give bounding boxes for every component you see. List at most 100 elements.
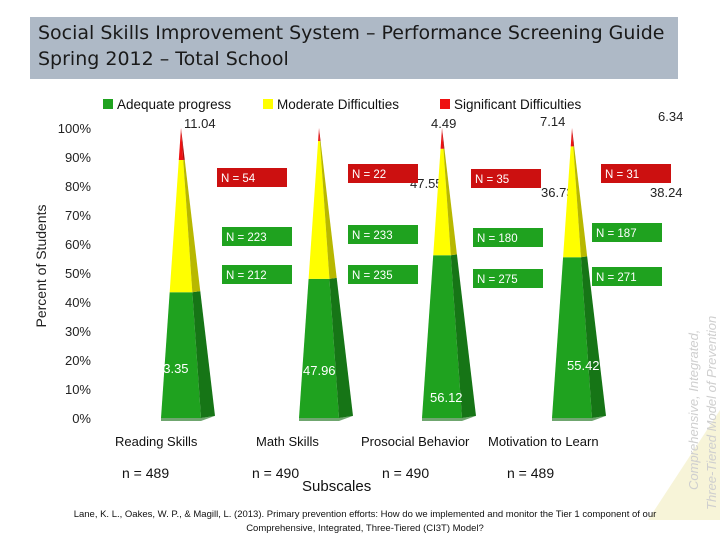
- bar-significant: [440, 128, 444, 149]
- n-label: N = 180: [477, 233, 518, 245]
- data-label: 6.34: [658, 109, 683, 124]
- pyramid-1: [299, 128, 353, 421]
- watermark: Comprehensive, Integrated, Three-Tiered …: [648, 180, 720, 520]
- bar-moderate: [433, 148, 451, 256]
- legend-swatch-adequate: [103, 99, 113, 109]
- n-label-box: [592, 223, 662, 242]
- y-tick-label: 50%: [65, 266, 91, 281]
- y-tick-label: 80%: [65, 179, 91, 194]
- data-label: 11.04: [184, 116, 216, 131]
- chart-title: Social Skills Improvement System – Perfo…: [38, 22, 665, 44]
- legend-label: Moderate Difficulties: [277, 97, 399, 112]
- bar-base: [422, 415, 476, 421]
- data-label: 56.12: [430, 390, 463, 405]
- n-label-box: [217, 168, 287, 187]
- y-tick-label: 20%: [65, 353, 91, 368]
- data-label: 47.55: [410, 176, 443, 191]
- bar-side-moderate: [573, 146, 588, 258]
- n-label: N = 235: [352, 270, 393, 282]
- bar-significant: [318, 128, 320, 142]
- citation-line-2: Comprehensive, Integrated, Three-Tiered …: [246, 523, 484, 534]
- n-label: N = 233: [352, 230, 393, 242]
- bar-side-adequate: [329, 277, 353, 418]
- pyramid-0: [161, 128, 215, 421]
- pyramid-3: [552, 128, 606, 421]
- x-tick-label: Motivation to Learn: [488, 434, 599, 449]
- bar-moderate: [308, 141, 330, 279]
- bar-adequate: [422, 255, 462, 418]
- data-label: 55.42: [567, 358, 600, 373]
- legend-swatch-significant: [440, 99, 450, 109]
- n-label-box: [471, 169, 541, 188]
- bar-side-significant: [181, 128, 185, 161]
- bar-moderate: [563, 146, 581, 258]
- citation: Lane, K. L., Oakes, W. P., & Magill, L. …: [20, 508, 710, 536]
- y-tick-label: 40%: [65, 295, 91, 310]
- n-label-box: [222, 265, 292, 284]
- n-label-box: [473, 228, 543, 247]
- n-label-box: [473, 269, 543, 288]
- x-tick-label: Reading Skills: [115, 434, 198, 449]
- n-label: N = 223: [226, 232, 267, 244]
- bar-side-significant: [319, 128, 321, 142]
- bar-side-adequate: [192, 291, 215, 418]
- n-label: N = 22: [352, 169, 386, 181]
- bar-side-significant: [442, 128, 445, 149]
- n-label: N = 271: [596, 272, 637, 284]
- x-axis-label: Subscales: [302, 478, 372, 495]
- watermark-text-2: Three-Tiered Model of Prevention: [704, 316, 719, 510]
- bar-adequate: [299, 278, 339, 418]
- bar-base: [299, 415, 353, 421]
- n-total-label: n = 490: [382, 465, 429, 481]
- x-tick-label: Prosocial Behavior: [361, 434, 470, 449]
- chart-subtitle: Spring 2012 – Total School: [38, 48, 289, 70]
- bar-significant: [178, 128, 184, 161]
- legend-label: Significant Difficulties: [454, 97, 582, 112]
- bar-adequate: [552, 257, 592, 418]
- bar-base: [552, 415, 606, 421]
- watermark-text-1: Comprehensive, Integrated,: [686, 330, 701, 490]
- n-label: N = 31: [605, 169, 639, 181]
- legend-swatch-moderate: [263, 99, 273, 109]
- bar-side-significant: [572, 128, 575, 147]
- bar-side-moderate: [319, 140, 337, 279]
- y-tick-label: 30%: [65, 324, 91, 339]
- bar-moderate: [169, 160, 193, 293]
- n-label-box: [601, 164, 671, 183]
- n-total-label: n = 490: [252, 465, 299, 481]
- bar-side-moderate: [443, 148, 457, 256]
- data-label: 4.49: [431, 116, 456, 131]
- n-label: N = 54: [221, 173, 256, 185]
- bar-base: [161, 415, 215, 421]
- y-tick-label: 70%: [65, 208, 91, 223]
- y-tick-label: 90%: [65, 150, 91, 165]
- n-label-box: [222, 227, 292, 246]
- data-label: 38.24: [650, 185, 683, 200]
- n-total-label: n = 489: [122, 465, 169, 481]
- data-label: 36.73: [541, 185, 574, 200]
- citation-line-1: Lane, K. L., Oakes, W. P., & Magill, L. …: [73, 509, 657, 520]
- data-label: 43.35: [156, 361, 189, 376]
- n-label-box: [592, 267, 662, 286]
- bar-side-moderate: [183, 159, 201, 293]
- title-box: Social Skills Improvement System – Perfo…: [30, 17, 678, 79]
- y-tick-label: 10%: [65, 382, 91, 397]
- n-label: N = 187: [596, 228, 637, 240]
- n-label: N = 35: [475, 174, 509, 186]
- legend-label: Adequate progress: [117, 97, 231, 112]
- data-label: 7.14: [540, 114, 565, 129]
- data-label: 47.96: [303, 363, 336, 378]
- bar-side-adequate: [450, 254, 476, 418]
- bar-significant: [570, 128, 574, 147]
- y-tick-label: 100%: [58, 121, 92, 136]
- n-label-box: [348, 225, 418, 244]
- n-label: N = 275: [477, 274, 518, 286]
- y-tick-label: 0%: [72, 411, 91, 426]
- bar-adequate: [161, 292, 201, 418]
- pyramid-2: [422, 128, 476, 421]
- n-total-label: n = 489: [507, 465, 554, 481]
- x-tick-label: Math Skills: [256, 434, 319, 449]
- n-label-box: [348, 265, 418, 284]
- y-tick-label: 60%: [65, 237, 91, 252]
